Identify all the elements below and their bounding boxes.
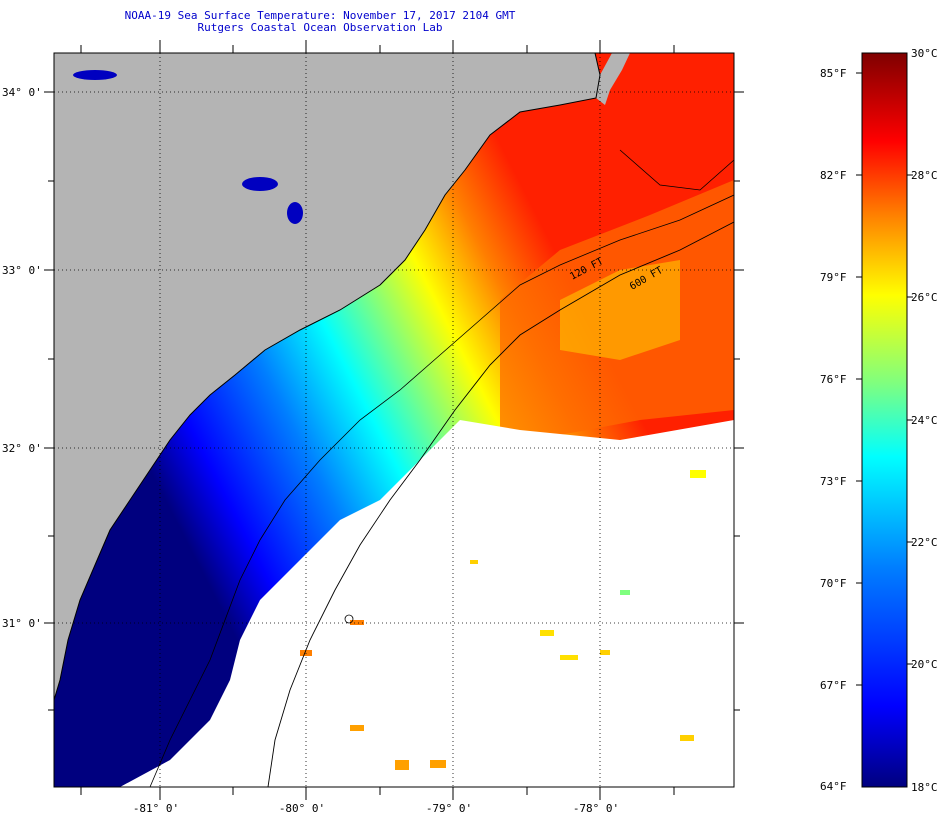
colorbar-c-label: 24°C [911, 414, 938, 427]
island-marker [344, 614, 354, 624]
colorbar-f-label: 85°F [820, 67, 847, 80]
colorbar-c-label: 26°C [911, 291, 938, 304]
lon-label-78: -78° 0' [573, 802, 619, 815]
map-frame [53, 52, 735, 788]
map-subtitle: Rutgers Coastal Ocean Observation Lab [197, 21, 443, 34]
colorbar [861, 52, 908, 788]
tick-marks [44, 40, 744, 800]
lon-label-80: -80° 0' [279, 802, 325, 815]
northern-cape [596, 53, 630, 105]
cloud-cover [120, 420, 734, 787]
colorbar-f-label: 70°F [820, 577, 847, 590]
colorbar-f-label: 79°F [820, 271, 847, 284]
colorbar-c-label: 30°C [911, 47, 938, 60]
lat-label-33: 33° 0' [2, 264, 42, 277]
colorbar-f-label: 82°F [820, 169, 847, 182]
colorbar-f-label: 64°F [820, 780, 847, 793]
lat-label-31: 31° 0' [2, 617, 42, 630]
graticule [54, 53, 734, 787]
colorbar-f-label: 76°F [820, 373, 847, 386]
colorbar-f-label: 73°F [820, 475, 847, 488]
lon-label-81: -81° 0' [133, 802, 179, 815]
map-title: NOAA-19 Sea Surface Temperature: Novembe… [124, 9, 516, 22]
inland-lake [287, 202, 303, 224]
isobath-600ft [267, 221, 734, 787]
coastline [54, 53, 601, 701]
lat-label-32: 32° 0' [2, 442, 42, 455]
colorbar-ticks [856, 72, 913, 686]
colorbar-f-label: 67°F [820, 679, 847, 692]
colorbar-c-label: 28°C [911, 169, 938, 182]
isobath-120ft [149, 194, 734, 787]
colorbar-c-label: 20°C [911, 658, 938, 671]
isobath-120-upper [619, 149, 734, 191]
scattered-sst-pixels [300, 470, 706, 770]
land-mass [54, 53, 600, 700]
warm-eddy [560, 260, 680, 360]
inland-lake [73, 70, 117, 80]
colorbar-c-label: 22°C [911, 536, 938, 549]
lon-label-79: -79° 0' [426, 802, 472, 815]
inland-lake [242, 177, 278, 191]
lat-label-34: 34° 0' [2, 86, 42, 99]
colorbar-c-label: 18°C [911, 781, 938, 794]
